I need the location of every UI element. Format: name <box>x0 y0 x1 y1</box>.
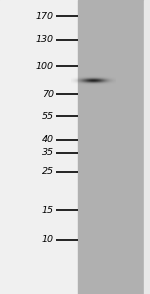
Bar <box>78 0 150 294</box>
Text: 55: 55 <box>42 112 54 121</box>
Text: 170: 170 <box>36 12 54 21</box>
Text: 100: 100 <box>36 62 54 71</box>
Text: 25: 25 <box>42 168 54 176</box>
Text: 130: 130 <box>36 35 54 44</box>
Text: 10: 10 <box>42 235 54 244</box>
Bar <box>0 0 78 294</box>
Text: 40: 40 <box>42 135 54 144</box>
Text: 15: 15 <box>42 206 54 215</box>
Text: 35: 35 <box>42 148 54 157</box>
Bar <box>144 0 150 294</box>
Text: 70: 70 <box>42 90 54 98</box>
